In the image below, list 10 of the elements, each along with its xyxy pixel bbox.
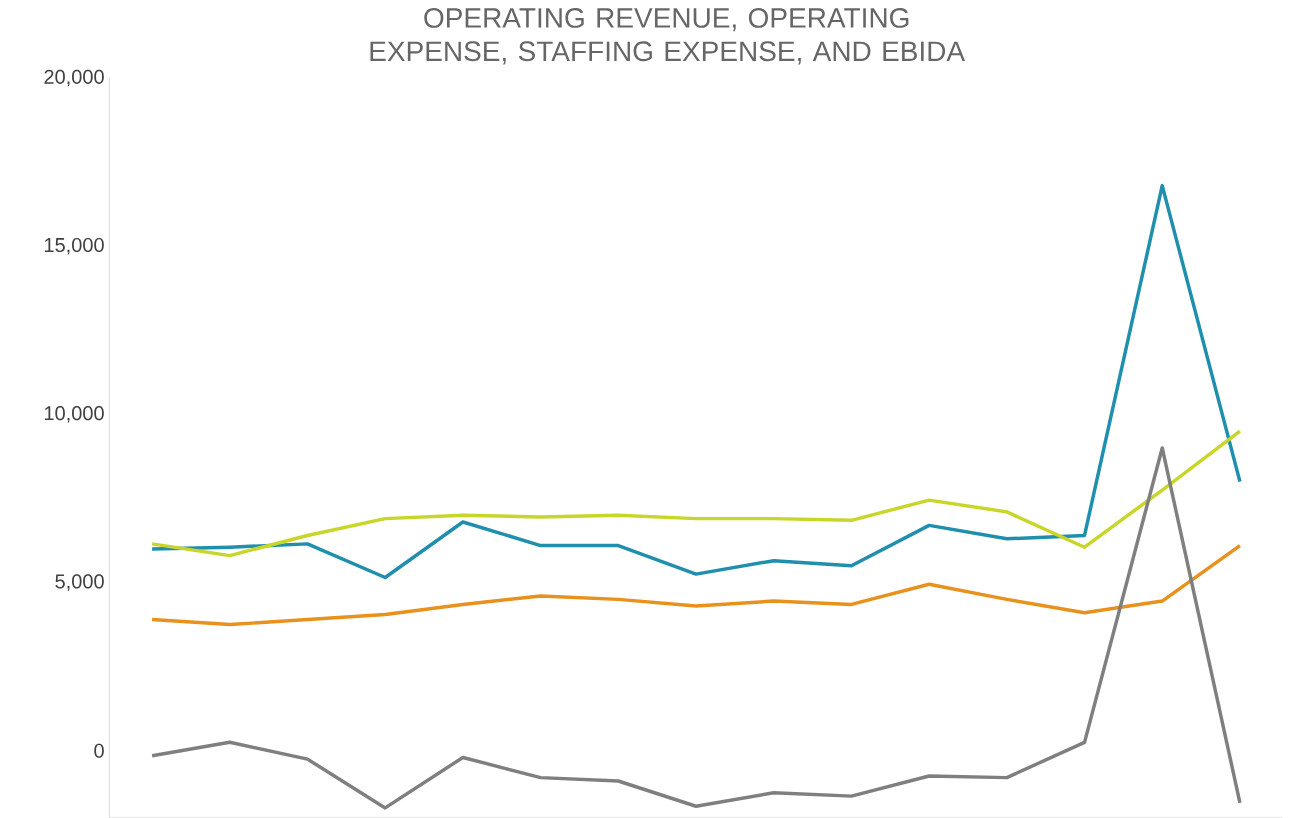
y-tick-label: 10,000 — [44, 406, 104, 423]
line-series — [150, 429, 1242, 558]
y-tick-label: 5,000 — [55, 574, 104, 591]
y-tick-label: 15,000 — [44, 237, 104, 255]
chart-title: OPERATING REVENUE, OPERATING EXPENSE, STAFFING EXPENSE, AND EBIDA — [370, 8, 966, 65]
line-series — [150, 446, 1242, 810]
y-tick-label: 20,000 — [44, 69, 104, 87]
y-tick-label: 0 — [94, 743, 104, 758]
line-series — [150, 183, 1242, 580]
line-series — [150, 543, 1242, 627]
